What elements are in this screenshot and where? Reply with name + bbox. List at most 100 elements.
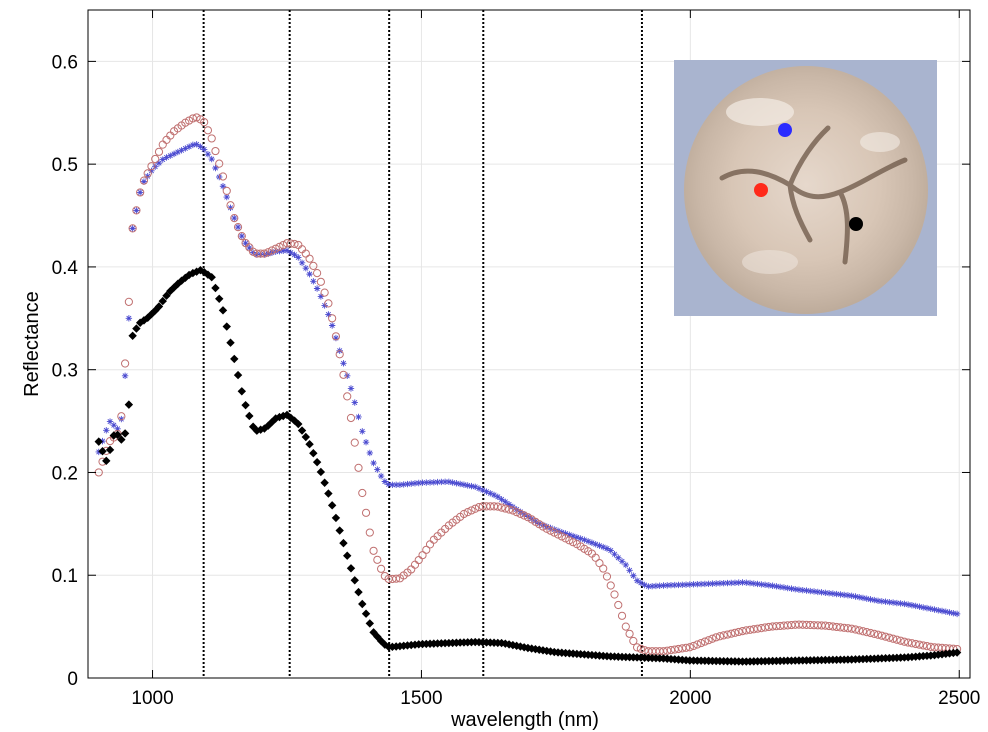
data-point [173,279,183,289]
data-point [493,502,502,511]
data-point [769,582,776,589]
data-point [162,135,171,145]
data-point [102,456,111,466]
data-point [222,186,231,195]
data-point [919,641,928,650]
data-point [354,587,363,597]
data-point [825,589,833,597]
data-point [602,572,612,581]
data-point [362,438,370,446]
data-point [795,586,803,593]
data-point [870,629,879,638]
data-point [154,302,164,311]
data-point [546,526,555,535]
data-point [128,331,137,340]
data-point [611,550,618,558]
data-point [389,481,396,488]
y-tick-label: 0.5 [52,155,78,176]
data-point [182,145,189,152]
data-point [591,553,600,562]
data-point [632,643,642,652]
data-point [719,631,728,640]
data-point [302,265,310,272]
data-point [701,580,709,588]
data-point [743,579,750,586]
data-point [343,392,352,401]
data-point [359,428,366,435]
data-point [335,526,344,535]
data-point [385,481,392,488]
data-point [935,607,942,614]
data-point [291,251,298,258]
data-point [607,547,614,554]
data-point [528,515,535,523]
data-point [889,599,897,606]
data-point [843,624,853,633]
data-point [230,214,239,223]
data-point [877,631,886,640]
data-point [784,584,791,592]
data-point [441,478,449,486]
data-point [355,413,362,421]
data-point [519,643,529,652]
data-point [374,466,381,473]
data-point [143,169,152,178]
data-point [381,478,389,485]
data-point [920,604,927,611]
data-point [923,604,931,612]
data-point [321,302,328,309]
data-point [595,559,604,568]
data-point [881,632,890,641]
data-point [305,254,314,263]
data-point [648,583,656,590]
data-point [132,324,141,333]
data-point [121,359,130,368]
data-point [339,538,348,548]
plot-frame [87,9,971,679]
data-point [298,259,306,267]
data-point [738,626,747,636]
data-point [415,479,422,487]
data-point [645,583,652,590]
data-point [656,582,663,589]
data-point [754,580,761,588]
data-point [681,643,691,652]
y-tick-label: 0.3 [52,361,78,382]
data-point [106,418,114,425]
data-point [814,588,822,596]
data-point [471,504,480,513]
data-point [542,524,551,533]
data-point [404,480,411,488]
data-point [569,538,578,547]
data-point [953,610,961,618]
data-point [686,581,694,588]
data-point [671,581,678,589]
data-point [664,582,671,589]
data-point [727,629,736,638]
data-point [734,627,743,637]
data-point [320,478,329,487]
data-point [328,314,337,323]
data-point [715,632,725,641]
data-point [615,554,622,561]
axis-ticks: 1000 1500 2000 2500 0 0.1 0.2 0.3 0.4 0.5 0.6 [52,10,980,709]
data-point [207,273,216,282]
data-point [566,531,573,538]
data-point [599,564,608,573]
data-point [188,268,198,278]
data-point [675,581,682,589]
data-point [223,193,230,201]
data-point [192,113,201,122]
data-point [660,582,667,589]
data-point [709,580,716,587]
data-point [139,176,149,185]
data-point [237,387,247,396]
data-point [324,299,333,308]
data-point [154,147,164,156]
data-point [185,143,193,150]
data-point [346,564,356,573]
data-point [520,511,529,520]
data-point [505,505,514,514]
x-tick-label: 2500 [938,688,980,709]
data-point [438,478,445,486]
